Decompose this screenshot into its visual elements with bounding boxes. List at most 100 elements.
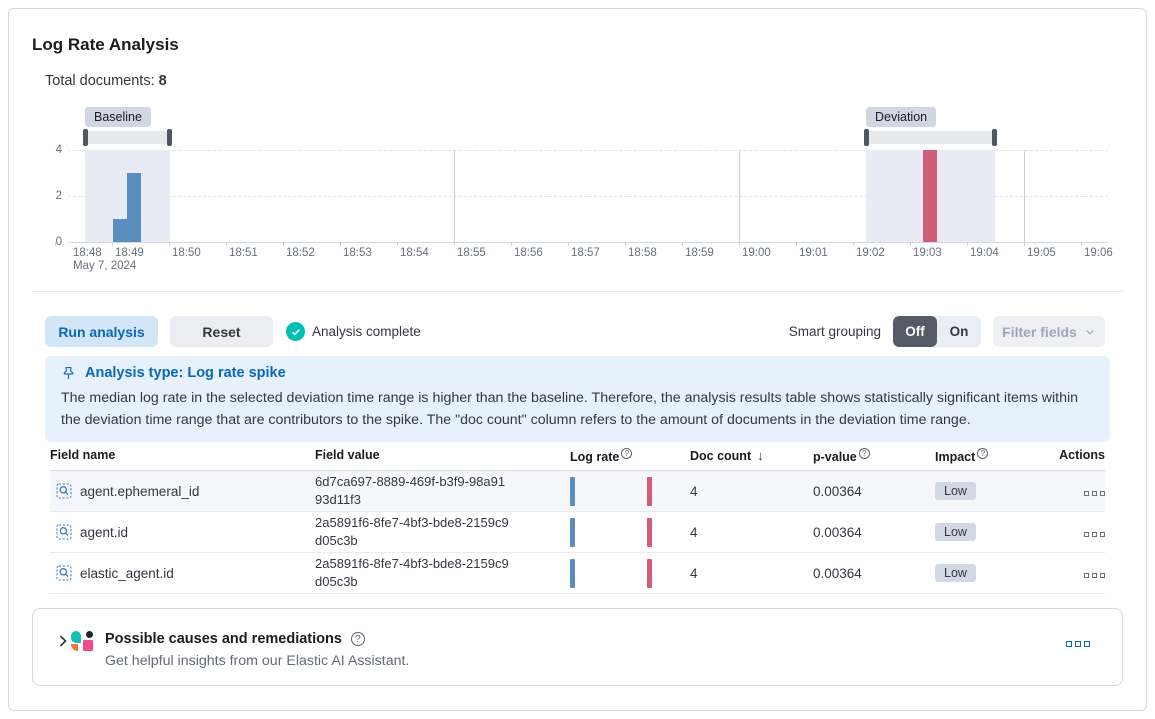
x-tick-label: 18:51 bbox=[229, 247, 258, 259]
table-row: agent.ephemeral_id 6d7ca697-8889-469f-b3… bbox=[50, 471, 1105, 512]
analysis-type-callout: Analysis type: Log rate spike The median… bbox=[45, 356, 1110, 442]
log-rate-mini-chart bbox=[570, 476, 660, 507]
x-tick-label: 19:02 bbox=[856, 247, 885, 259]
deviation-mini-bar bbox=[647, 517, 652, 547]
impact-badge: Low bbox=[935, 564, 976, 582]
log-rate-mini-chart bbox=[570, 517, 660, 548]
page-title: Log Rate Analysis bbox=[32, 35, 179, 54]
table-row: elastic_agent.id 2a5891f6-8fe7-4bf3-bde8… bbox=[50, 553, 1105, 594]
x-tick-label: 19:01 bbox=[799, 247, 828, 259]
x-tick-label: 18:50 bbox=[172, 247, 201, 259]
x-axis-date-label: May 7, 2024 bbox=[73, 260, 137, 272]
possible-causes-title: Possible causes and remediations bbox=[105, 631, 342, 647]
controls-right-group: Smart grouping Off On Filter fields bbox=[789, 316, 1105, 347]
baseline-brush[interactable] bbox=[83, 129, 172, 146]
p-value: 0.00364 bbox=[813, 565, 862, 581]
field-name: agent.id bbox=[80, 524, 129, 540]
x-tick-label: 18:59 bbox=[685, 247, 714, 259]
baseline-mini-bar bbox=[570, 476, 575, 506]
deviation-badge: Deviation bbox=[866, 107, 937, 127]
filter-fields-button[interactable]: Filter fields bbox=[993, 316, 1105, 347]
x-tick-label: 19:00 bbox=[742, 247, 771, 259]
filter-fields-label: Filter fields bbox=[1002, 323, 1077, 340]
x-tick-label: 19:06 bbox=[1084, 247, 1113, 259]
smart-grouping-label: Smart grouping bbox=[788, 324, 881, 339]
doc-count-value: 4 bbox=[690, 524, 698, 540]
document-count-chart: Baseline Deviation 18:48 18:49 18:50 18:51 1… bbox=[32, 105, 1123, 277]
field-statistics-icon[interactable] bbox=[56, 565, 72, 581]
x-tick-label: 18:49 bbox=[115, 247, 144, 259]
gridline-y4 bbox=[68, 150, 1108, 151]
p-value: 0.00364 bbox=[813, 483, 862, 499]
field-name: agent.ephemeral_id bbox=[80, 483, 200, 499]
help-icon: ? bbox=[621, 448, 633, 459]
chevron-right-icon[interactable] bbox=[55, 633, 71, 649]
p-value: 0.00364 bbox=[813, 524, 862, 540]
baseline-badge: Baseline bbox=[85, 107, 151, 127]
field-value: 2a5891f6-8fe7-4bf3-bde8-2159c9d05c3b bbox=[315, 555, 509, 589]
analysis-status: Analysis complete bbox=[286, 316, 421, 347]
impact-badge: Low bbox=[935, 482, 976, 500]
y-tick-label: 0 bbox=[55, 236, 62, 248]
x-tick-label: 18:58 bbox=[628, 247, 657, 259]
col-header-field-value: Field value bbox=[315, 448, 380, 462]
col-header-doc-count[interactable]: Doc count ↓ bbox=[690, 448, 764, 463]
gridline-y2 bbox=[68, 196, 1108, 197]
deviation-brush[interactable] bbox=[864, 129, 997, 146]
reset-button[interactable]: Reset bbox=[170, 316, 273, 347]
x-tick-label: 18:56 bbox=[514, 247, 543, 259]
x-tick-label: 19:04 bbox=[970, 247, 999, 259]
x-tick-label: 18:52 bbox=[286, 247, 315, 259]
col-header-p-value: p-value? bbox=[813, 448, 935, 464]
smart-grouping-off-button[interactable]: Off bbox=[893, 316, 937, 347]
elastic-ai-assistant-icon bbox=[71, 631, 93, 651]
x-tick-label: 18:54 bbox=[400, 247, 429, 259]
field-statistics-icon[interactable] bbox=[56, 524, 72, 540]
field-statistics-icon[interactable] bbox=[56, 483, 72, 499]
results-table: Field name Field value Log rate? Doc cou… bbox=[50, 448, 1105, 594]
smart-grouping-toggle: Off On bbox=[893, 316, 981, 347]
table-header-row: Field name Field value Log rate? Doc cou… bbox=[50, 448, 1105, 471]
x-axis-line bbox=[68, 242, 1108, 243]
total-documents-label: Total documents: bbox=[45, 73, 155, 89]
col-header-impact: Impact? bbox=[935, 448, 1054, 464]
smart-grouping-on-button[interactable]: On bbox=[937, 316, 981, 347]
baseline-bar-1 bbox=[113, 219, 127, 242]
doc-count-value: 4 bbox=[690, 565, 698, 581]
possible-causes-panel[interactable]: Possible causes and remediations ? Get h… bbox=[32, 608, 1123, 686]
total-documents: Total documents: 8 bbox=[45, 73, 167, 89]
possible-causes-subtitle: Get helpful insights from our Elastic AI… bbox=[105, 653, 410, 669]
field-value: 6d7ca697-8889-469f-b3f9-98a9193d11f3 bbox=[315, 473, 506, 507]
help-icon[interactable]: ? bbox=[350, 632, 365, 646]
col-header-field-name: Field name bbox=[50, 448, 116, 462]
help-icon: ? bbox=[977, 448, 989, 459]
doc-count-value: 4 bbox=[690, 483, 698, 499]
log-rate-mini-chart bbox=[570, 558, 660, 589]
row-actions-icon[interactable] bbox=[1084, 531, 1105, 537]
x-tick-label: 18:48 bbox=[73, 247, 102, 259]
baseline-mini-bar bbox=[570, 517, 575, 547]
x-tick-label: 18:55 bbox=[457, 247, 486, 259]
col-header-log-rate: Log rate? bbox=[570, 448, 690, 464]
callout-title: Analysis type: Log rate spike bbox=[85, 365, 286, 381]
y-tick-label: 4 bbox=[55, 144, 62, 156]
x-tick-label: 19:03 bbox=[913, 247, 942, 259]
horizontal-divider bbox=[32, 291, 1123, 292]
sort-desc-icon: ↓ bbox=[757, 448, 764, 463]
run-analysis-button[interactable]: Run analysis bbox=[45, 316, 158, 347]
impact-badge: Low bbox=[935, 523, 976, 541]
table-row: agent.id 2a5891f6-8fe7-4bf3-bde8-2159c9d… bbox=[50, 512, 1105, 553]
baseline-mini-bar bbox=[570, 558, 575, 588]
panel-actions-icon[interactable] bbox=[1066, 641, 1090, 647]
y-tick-label: 2 bbox=[55, 190, 62, 202]
chevron-down-icon bbox=[1086, 329, 1094, 335]
x-tick-label: 18:53 bbox=[343, 247, 372, 259]
field-name: elastic_agent.id bbox=[80, 565, 174, 581]
row-actions-icon[interactable] bbox=[1084, 490, 1105, 496]
status-text: Analysis complete bbox=[312, 324, 421, 339]
row-actions-icon[interactable] bbox=[1084, 572, 1105, 578]
deviation-mini-bar bbox=[647, 476, 652, 506]
pin-icon bbox=[63, 366, 74, 379]
baseline-bar-2 bbox=[127, 173, 141, 242]
callout-body: The median log rate in the selected devi… bbox=[61, 390, 1079, 428]
